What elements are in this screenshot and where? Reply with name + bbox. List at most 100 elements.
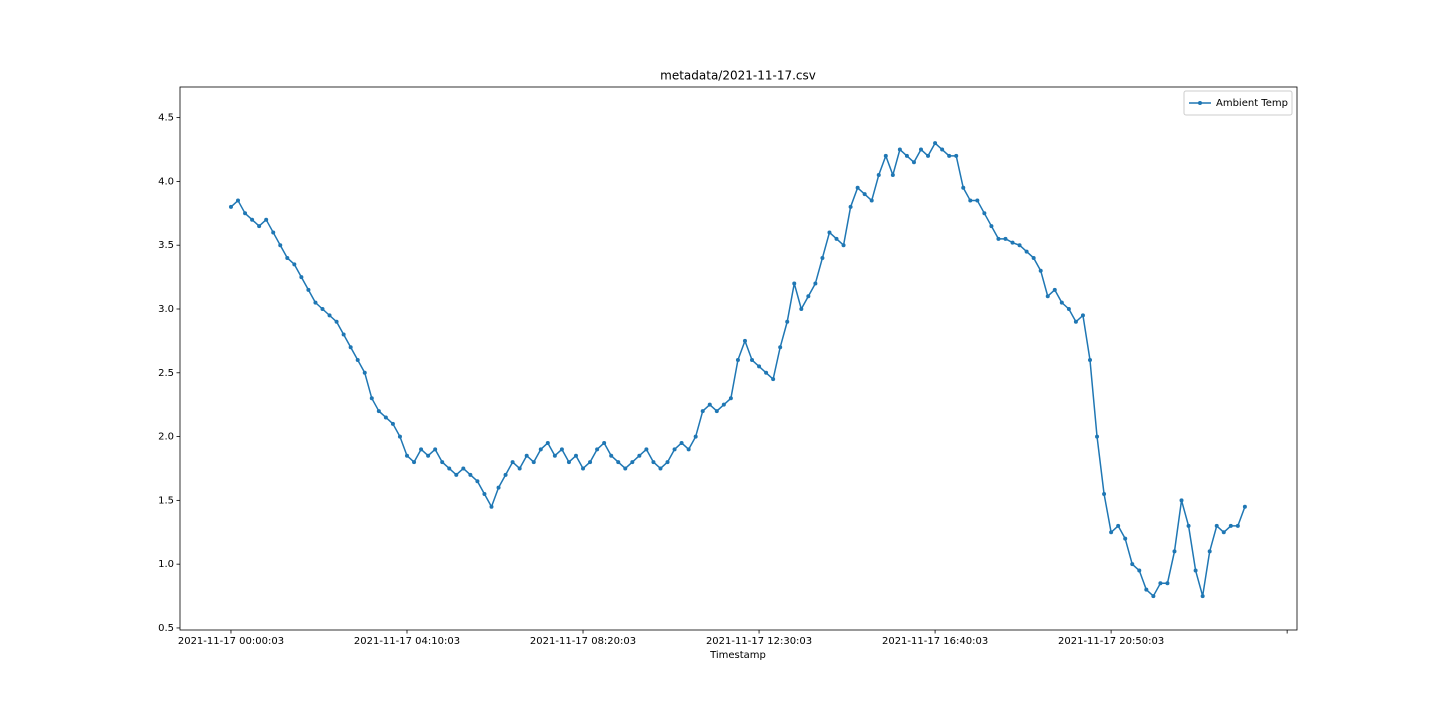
data-point bbox=[757, 364, 762, 369]
y-tick-label: 0.5 bbox=[158, 623, 174, 634]
data-point bbox=[644, 447, 649, 452]
data-point bbox=[1024, 249, 1029, 254]
data-point bbox=[228, 204, 233, 209]
data-point bbox=[320, 306, 325, 311]
data-point bbox=[778, 345, 783, 350]
data-point bbox=[264, 217, 269, 222]
data-point bbox=[397, 434, 402, 439]
data-point bbox=[306, 287, 311, 292]
data-point bbox=[362, 370, 367, 375]
data-point bbox=[904, 153, 909, 158]
legend-marker bbox=[1198, 101, 1202, 105]
data-point bbox=[975, 198, 980, 203]
data-point bbox=[1059, 300, 1064, 305]
data-point bbox=[1214, 523, 1219, 528]
data-point bbox=[334, 319, 339, 324]
data-point bbox=[348, 345, 353, 350]
data-point bbox=[1144, 587, 1149, 592]
data-point bbox=[961, 185, 966, 190]
data-point bbox=[236, 198, 241, 203]
data-point bbox=[447, 466, 452, 471]
data-point bbox=[531, 460, 536, 465]
data-point bbox=[665, 460, 670, 465]
data-point bbox=[897, 147, 902, 152]
data-point bbox=[419, 447, 424, 452]
data-point bbox=[278, 243, 283, 248]
data-point bbox=[440, 460, 445, 465]
data-point bbox=[517, 466, 522, 471]
x-tick-label: 2021-11-17 04:10:03 bbox=[354, 636, 460, 647]
data-point bbox=[433, 447, 438, 452]
legend: Ambient Temp bbox=[1183, 90, 1293, 116]
data-point bbox=[827, 230, 832, 235]
data-point bbox=[369, 396, 374, 401]
data-point bbox=[996, 236, 1001, 241]
data-point bbox=[1017, 243, 1022, 248]
y-tick-label: 2.5 bbox=[158, 368, 174, 379]
data-point bbox=[637, 453, 642, 458]
y-tick-label: 3.0 bbox=[158, 304, 174, 315]
data-point bbox=[834, 236, 839, 241]
data-point bbox=[1038, 268, 1043, 273]
data-point bbox=[890, 173, 895, 178]
data-point bbox=[806, 294, 811, 299]
data-point bbox=[566, 460, 571, 465]
data-point bbox=[764, 370, 769, 375]
data-point bbox=[257, 224, 262, 229]
legend-label: Ambient Temp bbox=[1216, 98, 1288, 109]
data-point bbox=[1193, 568, 1198, 573]
data-point bbox=[940, 147, 945, 152]
data-point bbox=[271, 230, 276, 235]
data-point bbox=[742, 338, 747, 343]
data-point bbox=[503, 472, 508, 477]
data-point bbox=[1235, 523, 1240, 528]
data-point bbox=[926, 153, 931, 158]
data-line bbox=[230, 142, 1246, 597]
data-point bbox=[820, 255, 825, 260]
data-point bbox=[1102, 491, 1107, 496]
data-point bbox=[954, 153, 959, 158]
data-point bbox=[426, 453, 431, 458]
data-point bbox=[475, 479, 480, 484]
data-point bbox=[602, 440, 607, 445]
data-point bbox=[1200, 594, 1205, 599]
data-point bbox=[658, 466, 663, 471]
x-axis-label: Timestamp bbox=[709, 650, 766, 661]
y-tick-label: 4.5 bbox=[158, 113, 174, 124]
data-point bbox=[285, 255, 290, 260]
chart-title: metadata/2021-11-17.csv bbox=[660, 69, 816, 83]
x-tick-label: 2021-11-17 00:00:03 bbox=[178, 636, 284, 647]
data-point bbox=[1010, 240, 1015, 245]
data-point bbox=[919, 147, 924, 152]
data-point bbox=[412, 460, 417, 465]
data-point bbox=[1116, 523, 1121, 528]
data-point bbox=[911, 160, 916, 165]
data-point bbox=[545, 440, 550, 445]
data-point bbox=[630, 460, 635, 465]
data-point bbox=[552, 453, 557, 458]
data-point bbox=[841, 243, 846, 248]
data-point bbox=[404, 453, 409, 458]
data-point bbox=[1109, 530, 1114, 535]
data-point bbox=[686, 447, 691, 452]
data-point bbox=[700, 409, 705, 414]
data-point bbox=[250, 217, 255, 222]
data-point bbox=[750, 358, 755, 363]
data-point bbox=[1242, 504, 1247, 509]
data-point bbox=[855, 185, 860, 190]
data-point bbox=[1186, 523, 1191, 528]
data-point bbox=[609, 453, 614, 458]
data-point bbox=[376, 409, 381, 414]
y-tick-label: 4.0 bbox=[158, 176, 174, 187]
x-tick-label: 2021-11-17 16:40:03 bbox=[882, 636, 988, 647]
data-point bbox=[792, 281, 797, 286]
data-point bbox=[482, 491, 487, 496]
x-tick-label: 2021-11-17 08:20:03 bbox=[530, 636, 636, 647]
data-point bbox=[383, 415, 388, 420]
data-point bbox=[876, 173, 881, 178]
data-point bbox=[496, 485, 501, 490]
data-point bbox=[933, 141, 938, 146]
data-point bbox=[714, 409, 719, 414]
data-point bbox=[883, 153, 888, 158]
legend-box bbox=[1183, 90, 1293, 116]
